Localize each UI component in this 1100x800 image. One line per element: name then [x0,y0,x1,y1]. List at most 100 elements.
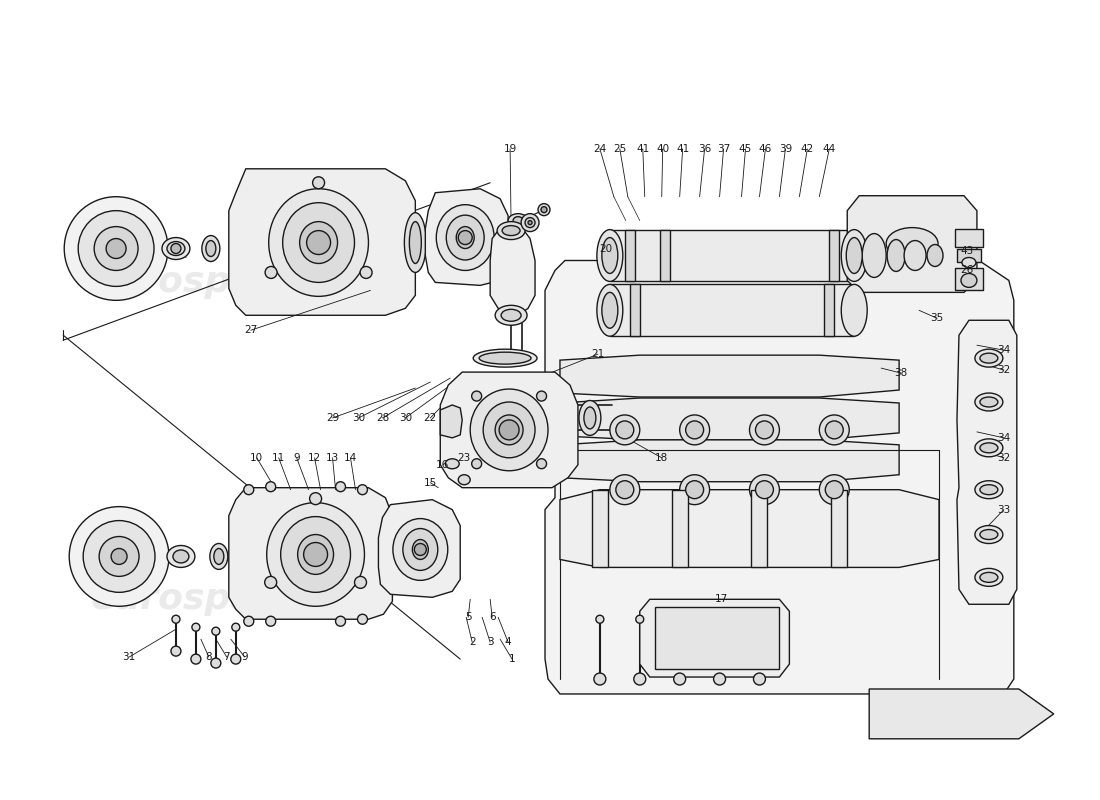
Text: 32: 32 [998,365,1011,375]
Circle shape [609,474,640,505]
Ellipse shape [483,402,535,458]
Circle shape [309,493,321,505]
Ellipse shape [446,458,459,469]
Circle shape [820,474,849,505]
Circle shape [636,615,644,623]
Ellipse shape [962,258,976,267]
Text: 29: 29 [326,413,339,423]
Ellipse shape [202,235,220,262]
Circle shape [499,420,519,440]
Circle shape [191,623,200,631]
Polygon shape [440,372,578,488]
Circle shape [680,415,710,445]
Ellipse shape [846,238,862,274]
Polygon shape [229,488,393,619]
Bar [955,269,983,290]
Polygon shape [957,320,1016,604]
Text: 40: 40 [657,144,669,154]
Text: 44: 44 [823,144,836,154]
Polygon shape [544,261,1014,694]
Circle shape [673,673,685,685]
Ellipse shape [283,202,354,282]
Ellipse shape [447,215,484,260]
Text: 16: 16 [436,460,449,470]
Circle shape [336,616,345,626]
Text: 38: 38 [894,368,908,378]
Text: 34: 34 [998,345,1011,355]
Circle shape [111,549,128,565]
Text: 28: 28 [376,413,389,423]
Ellipse shape [162,238,190,259]
Circle shape [459,230,472,245]
Ellipse shape [409,222,421,263]
Bar [824,285,834,336]
Circle shape [265,266,277,278]
Circle shape [170,646,180,656]
Circle shape [525,218,535,228]
Circle shape [616,481,634,498]
Circle shape [714,673,726,685]
Text: 2: 2 [469,637,475,647]
Bar [955,229,983,246]
Circle shape [609,415,640,445]
Circle shape [212,627,220,635]
Text: 30: 30 [399,413,411,423]
Ellipse shape [210,543,228,570]
Text: 43: 43 [960,246,974,255]
Circle shape [749,415,780,445]
Ellipse shape [862,234,887,278]
Ellipse shape [437,205,494,270]
Bar [625,230,635,282]
Text: 41: 41 [636,144,649,154]
Circle shape [244,485,254,494]
Ellipse shape [842,285,867,336]
Text: 39: 39 [779,144,792,154]
Ellipse shape [975,481,1003,498]
Ellipse shape [405,213,427,273]
Ellipse shape [975,526,1003,543]
Ellipse shape [298,534,333,574]
Ellipse shape [975,349,1003,367]
Polygon shape [869,689,1054,739]
Text: 32: 32 [998,453,1011,462]
Circle shape [685,481,704,498]
Ellipse shape [266,502,364,606]
Ellipse shape [495,415,524,445]
Circle shape [307,230,331,254]
Circle shape [685,421,704,439]
Text: eurospares: eurospares [580,266,808,299]
Circle shape [312,177,324,189]
Bar [609,285,855,336]
Text: 23: 23 [458,453,471,462]
Ellipse shape [842,230,867,282]
Text: eurospares: eurospares [580,582,808,616]
Circle shape [541,206,547,213]
Ellipse shape [459,474,470,485]
Text: 30: 30 [352,413,365,423]
Text: 12: 12 [308,453,321,462]
Circle shape [64,197,168,300]
Text: 31: 31 [122,652,135,662]
Circle shape [266,482,276,492]
Circle shape [472,391,482,401]
Text: 9: 9 [242,652,249,662]
Text: 46: 46 [759,144,772,154]
Bar [592,490,608,567]
Ellipse shape [502,310,521,322]
Ellipse shape [495,306,527,326]
Ellipse shape [597,230,623,282]
Bar [660,230,670,282]
Ellipse shape [927,245,943,266]
Text: 35: 35 [931,314,944,323]
Polygon shape [560,355,899,397]
Ellipse shape [980,353,998,363]
Text: 17: 17 [715,594,728,604]
Text: 1: 1 [509,654,516,664]
Ellipse shape [470,389,548,470]
Polygon shape [426,189,508,286]
Ellipse shape [980,397,998,407]
Circle shape [521,214,539,231]
Text: 6: 6 [488,612,495,622]
Polygon shape [378,500,460,598]
Text: 42: 42 [801,144,814,154]
